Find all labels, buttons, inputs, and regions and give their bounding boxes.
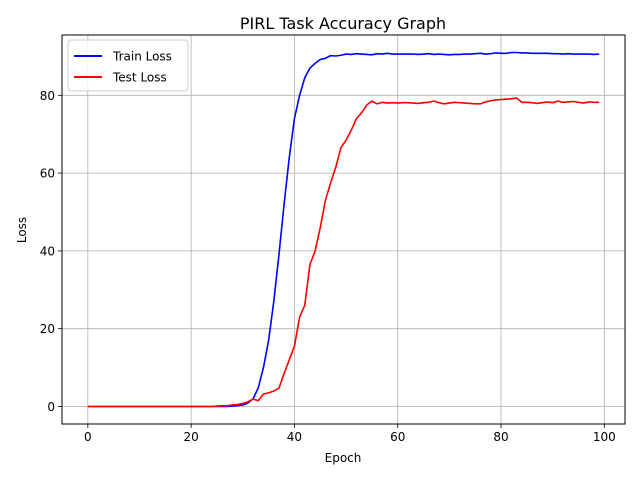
x-axis-label: Epoch <box>325 451 362 465</box>
series-line-test-loss <box>87 97 600 408</box>
x-tick-label: 20 <box>183 430 198 444</box>
legend-label-test-loss: Test Loss <box>112 71 167 85</box>
plot-area-frame <box>61 34 626 425</box>
x-tick-label: 40 <box>287 430 302 444</box>
legend-box <box>67 39 189 92</box>
x-tick-label: 60 <box>390 430 405 444</box>
x-tick-label: 80 <box>493 430 508 444</box>
y-tick-label: 20 <box>40 322 55 336</box>
chart-title: PIRL Task Accuracy Graph <box>240 14 446 33</box>
y-tick-label: 0 <box>47 400 55 414</box>
grid <box>62 35 625 424</box>
legend-label-train-loss: Train Loss <box>112 50 172 64</box>
y-tick-label: 40 <box>40 244 55 258</box>
x-axis-ticks: 0 20 40 60 80 100 <box>84 424 616 444</box>
y-tick-label: 60 <box>40 167 55 181</box>
y-axis-ticks: 0 20 40 60 80 <box>40 89 62 414</box>
x-tick-label: 100 <box>593 430 616 444</box>
series-layer <box>87 51 600 408</box>
legend: Train Loss Test Loss <box>67 39 189 92</box>
y-axis-label: Loss <box>15 217 29 243</box>
y-tick-label: 80 <box>40 89 55 103</box>
x-tick-label: 0 <box>84 430 92 444</box>
